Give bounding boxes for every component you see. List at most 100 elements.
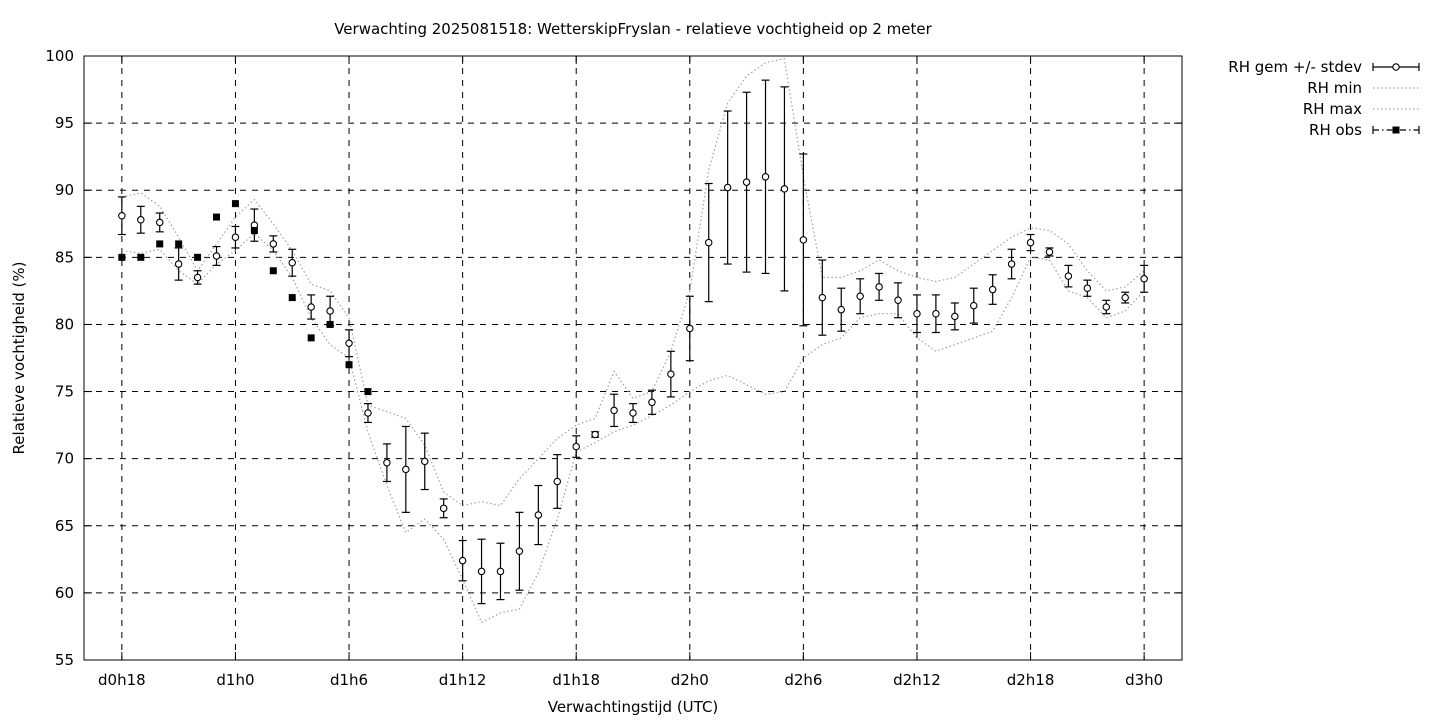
mean-point [402,465,410,474]
mean-point [307,303,315,311]
mean-point [951,312,959,321]
obs-point [137,253,145,261]
mean-point [818,293,827,302]
obs-point [326,320,334,328]
x-tick-label: d2h6 [784,671,822,689]
mean-point [193,273,202,282]
mean-point [231,233,240,241]
mean-point [875,283,883,291]
y-axis-label: Relatieve vochtigheid (%) [10,261,28,454]
mean-point [629,409,637,417]
mean-point [1007,260,1016,268]
mean-point [1083,284,1092,292]
mean-point [212,252,221,260]
mean-point [288,258,296,267]
mean-point [345,339,353,347]
x-tick-label: d3h0 [1125,671,1163,689]
legend-label: RH gem +/- stdev [1228,58,1362,76]
obs-point [118,253,126,261]
mean-point [723,183,732,192]
x-tick-label: d1h6 [330,671,368,689]
obs-point [156,240,164,248]
mean-point [534,511,543,519]
mean-point [118,211,126,220]
y-tick-label: 75 [55,383,74,401]
obs-point [250,226,258,234]
mean-point [174,260,183,268]
y-tick-label: 80 [55,315,74,333]
x-axis-label: Verwachtingstijd (UTC) [548,698,719,716]
x-tick-label: d1h0 [216,671,254,689]
mean-point [761,173,770,181]
mean-point [610,406,618,415]
obs-point [307,334,315,342]
y-tick-label: 85 [55,248,74,266]
y-tick-label: 65 [55,517,74,535]
mean-point [572,442,580,451]
rh-min-line [121,232,1145,624]
mean-point [1045,248,1054,256]
rh-max-line [121,57,1145,507]
mean-point [591,430,599,439]
mean-point [1140,275,1148,283]
y-tick-label: 70 [55,450,74,468]
mean-point [515,547,524,556]
y-tick-label: 100 [45,47,74,65]
mean-point [137,216,145,224]
plot-border [83,55,1183,661]
mean-point [856,292,864,301]
obs-point [231,200,239,208]
mean-point [799,236,808,244]
y-axis-ticks: 55 60 65 70 75 80 85 90 95 100 [45,47,1182,669]
legend-label: RH obs [1309,121,1362,139]
chart-title: Verwachting 2025081518: WetterskipFrysla… [334,20,932,38]
x-axis-ticks: d0h18 d1h0 d1h6 d1h12 d1h18 d2h0 d2h6 d2h12 d2h1… [98,56,1163,689]
y-tick-label: 60 [55,584,74,602]
mean-point [837,305,845,314]
mean-point [326,307,334,315]
mean-point [970,301,978,310]
mean-point [155,218,164,227]
mean-point [1121,293,1129,302]
obs-point [288,294,296,302]
mean-point [269,240,278,248]
x-tick-label: d1h12 [439,671,487,689]
mean-point [1102,303,1111,311]
series-mean-errorbars [117,79,1149,605]
mean-point [553,477,562,486]
x-tick-label: d2h18 [1007,671,1055,689]
obs-point [269,267,277,275]
mean-point [667,370,675,378]
mean-point [648,398,656,407]
series-obs-points [118,200,372,396]
obs-point [345,361,353,369]
y-tick-label: 95 [55,114,74,132]
mean-point [364,409,372,417]
mean-point [686,324,694,333]
mean-point [421,457,429,466]
mean-point [932,309,940,318]
obs-point [175,240,183,248]
grid [84,56,1182,660]
x-tick-label: d1h18 [552,671,600,689]
legend: RH gem +/- stdev RH min RH max RH obs [1228,58,1420,139]
y-tick-label: 90 [55,181,74,199]
mean-point [742,178,751,186]
legend-obs-marker [1392,126,1400,134]
x-tick-label: d2h12 [893,671,941,689]
mean-point [1026,238,1035,247]
obs-point [194,253,202,261]
series-max-line [121,57,1145,507]
obs-point [213,213,221,221]
legend-label: RH max [1303,100,1362,118]
mean-point [458,556,467,565]
x-tick-label: d0h18 [98,671,146,689]
mean-point [1064,272,1073,280]
mean-point [383,458,391,467]
mean-point [913,309,921,318]
mean-point [439,504,448,513]
mean-point [780,185,789,193]
legend-mean-marker [1392,63,1400,71]
x-tick-label: d2h0 [671,671,709,689]
